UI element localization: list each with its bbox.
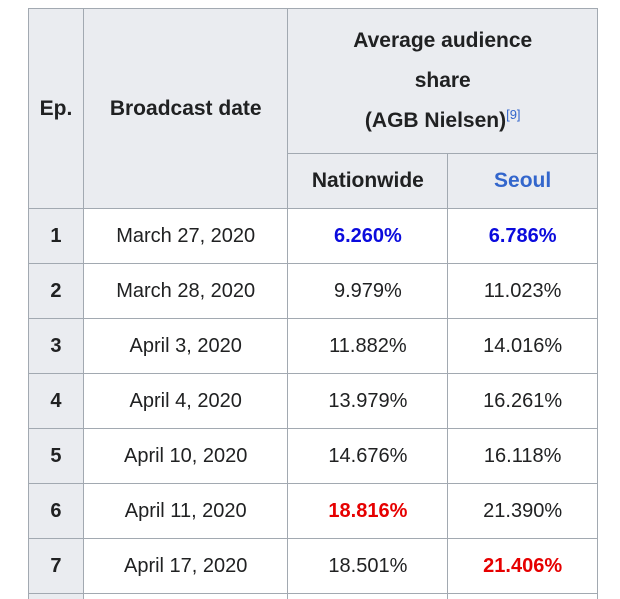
seoul-cell: 16.261% — [447, 373, 598, 429]
reference-9-link[interactable]: [9] — [506, 106, 521, 122]
date-cell: April 17, 2020 — [82, 538, 289, 594]
seoul-cell: 11.023% — [447, 263, 598, 319]
table-row: 5 April 10, 2020 14.676% 16.118% — [28, 428, 598, 484]
audience-share-line2: share — [414, 69, 471, 93]
date-cell: April 3, 2020 — [82, 318, 289, 374]
agb-nielsen-label: (AGB Nielsen) — [364, 108, 507, 132]
nationwide-cell: 18.816% — [287, 483, 449, 539]
nationwide-cell: 6.260% — [287, 208, 449, 264]
date-cell — [82, 593, 289, 599]
ratings-table: Ep. Broadcast date Average audience shar… — [28, 8, 598, 599]
seoul-cell: 21.390% — [447, 483, 598, 539]
header-audience-share: Average audience share (AGB Nielsen)[9] — [287, 8, 598, 154]
date-cell: April 10, 2020 — [82, 428, 289, 484]
ep-cell: 3 — [28, 318, 84, 374]
nationwide-cell — [287, 593, 449, 599]
header-row-sub: Nationwide Seoul — [29, 153, 598, 209]
ep-cell: 5 — [28, 428, 84, 484]
seoul-cell: 6.786% — [447, 208, 598, 264]
table-row: 6 April 11, 2020 18.816% 21.390% — [28, 483, 598, 539]
table-row-partial — [28, 593, 598, 599]
header-ep: Ep. — [28, 8, 84, 209]
table-row: 1 March 27, 2020 6.260% 6.786% — [28, 208, 598, 264]
ep-cell: 1 — [28, 208, 84, 264]
table-row: 2 March 28, 2020 9.979% 11.023% — [28, 263, 598, 319]
header-row-main: Ep. Broadcast date Average audience shar… — [28, 8, 598, 209]
date-cell: March 28, 2020 — [82, 263, 289, 319]
table-row: 7 April 17, 2020 18.501% 21.406% — [28, 538, 598, 594]
date-cell: April 4, 2020 — [82, 373, 289, 429]
header-nationwide: Nationwide — [287, 153, 449, 209]
nationwide-cell: 9.979% — [287, 263, 449, 319]
nationwide-cell: 18.501% — [287, 538, 449, 594]
ep-cell: 4 — [28, 373, 84, 429]
ep-cell: 7 — [28, 538, 84, 594]
nationwide-cell: 13.979% — [287, 373, 449, 429]
nationwide-cell: 11.882% — [287, 318, 449, 374]
audience-share-line3: (AGB Nielsen)[9] — [294, 101, 591, 141]
table-row: 3 April 3, 2020 11.882% 14.016% — [28, 318, 598, 374]
seoul-link[interactable]: Seoul — [494, 169, 552, 192]
date-cell: March 27, 2020 — [82, 208, 289, 264]
seoul-cell — [447, 593, 598, 599]
date-cell: April 11, 2020 — [82, 483, 289, 539]
nationwide-cell: 14.676% — [287, 428, 449, 484]
header-broadcast-date: Broadcast date — [82, 8, 289, 209]
seoul-cell: 21.406% — [447, 538, 598, 594]
audience-share-line1: Average audience — [353, 29, 533, 53]
ep-cell — [28, 593, 84, 599]
table-row: 4 April 4, 2020 13.979% 16.261% — [28, 373, 598, 429]
seoul-cell: 14.016% — [447, 318, 598, 374]
ep-cell: 2 — [28, 263, 84, 319]
ep-cell: 6 — [28, 483, 84, 539]
reference-9: [9] — [506, 107, 520, 122]
header-seoul: Seoul — [447, 153, 598, 209]
seoul-cell: 16.118% — [447, 428, 598, 484]
